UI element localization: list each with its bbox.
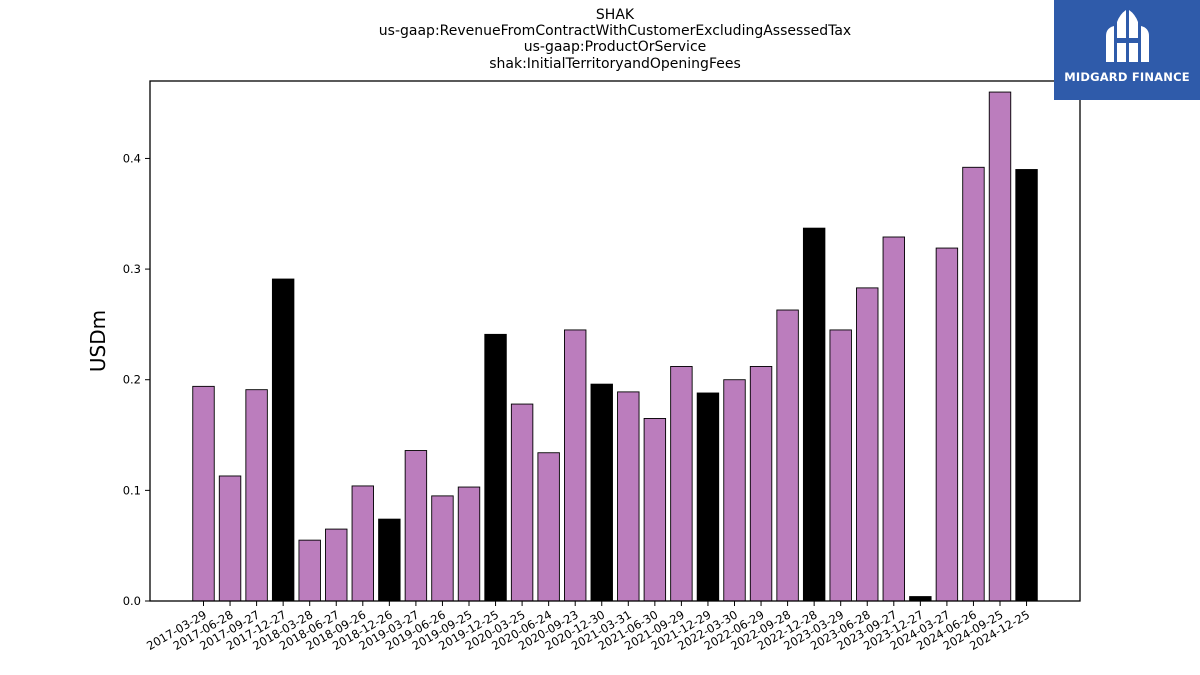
chart-title-line-4: shak:InitialTerritoryandOpeningFees [489,56,741,72]
chart-title-line-1: SHAK [595,7,635,23]
bar-2021-09-29 [670,366,693,602]
bar-2022-06-29 [749,366,773,602]
bar-2023-12-27 [909,596,932,602]
bar-2019-06-26 [431,495,454,602]
y-tick-label: 0.0 [123,594,141,608]
bar-2024-09-25 [988,91,1012,602]
bar-2024-03-27 [935,247,959,602]
logo-text: MIDGARD FINANCE [1064,70,1190,84]
bar-2020-12-30 [590,383,613,602]
bar-2024-06-26 [962,166,985,602]
bar-2023-06-28 [856,287,879,602]
bar-2022-09-28 [776,309,799,602]
bar-2020-03-25 [510,403,534,602]
midgard-finance-logo: MIDGARD FINANCE [1054,0,1200,100]
bar-2017-12-27 [271,278,295,602]
bar-2021-12-29 [696,392,720,602]
bar-2021-03-31 [617,391,640,602]
bar-2023-09-27 [882,236,905,602]
y-tick-label: 0.1 [123,483,141,497]
y-tick-label: 0.4 [123,151,141,165]
y-tick-label: 0.2 [123,373,141,387]
bar-2019-03-27 [404,450,428,602]
bar-2023-03-29 [829,329,852,602]
bar-2020-06-24 [537,452,560,602]
bar-2021-06-30 [643,418,667,602]
bar-2018-12-26 [378,518,401,602]
y-axis: 0.0 0.1 0.2 0.3 0.4 [123,151,150,608]
bar-2017-03-29 [192,385,215,602]
bar-2024-12-25 [1015,169,1038,602]
bar-2019-12-25 [484,333,507,602]
bar-2019-09-25 [457,486,481,602]
y-axis-label: USDm [86,310,110,372]
bar-2018-09-26 [351,485,374,602]
chart-title-line-2: us-gaap:RevenueFromContractWithCustomerE… [378,23,852,39]
bar-2017-09-27 [245,389,268,602]
y-tick-label: 0.3 [123,262,141,276]
chart-title-line-3: us-gaap:ProductOrService [523,39,707,55]
bar-2020-09-23 [564,329,587,602]
bar-2022-12-28 [802,227,826,602]
bar-2018-06-27 [325,528,348,602]
bar-2022-03-30 [723,379,746,602]
plot-area-frame [149,80,1081,602]
bar-2018-03-28 [298,539,321,602]
bar-2017-06-28 [218,475,242,602]
x-axis: 2017-03-292017-06-282017-09-272017-12-27… [144,601,1032,653]
midgard-logo-icon [1106,10,1149,62]
